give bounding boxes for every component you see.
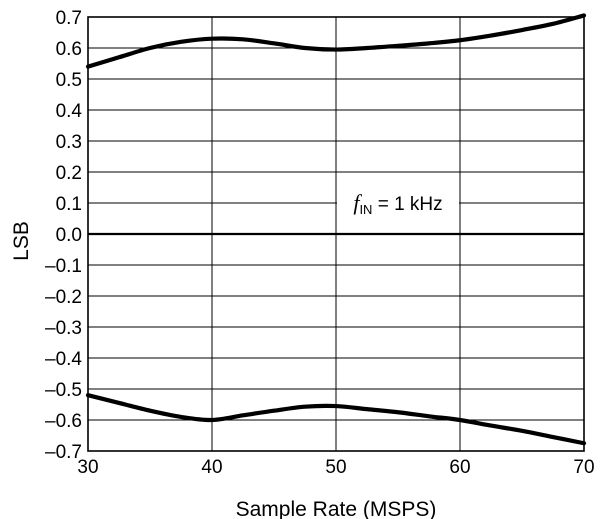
y-tick-label: 0.5	[56, 70, 82, 91]
y-tick-label: –0.1	[45, 256, 82, 277]
series-lower-line	[85, 393, 587, 446]
x-tick-label: 70	[573, 457, 594, 478]
series-lines	[85, 13, 587, 446]
y-tick-label: –0.4	[45, 349, 82, 370]
x-tick-label: 30	[77, 457, 98, 478]
y-tick-labels: 0.7 0.6 0.5 0.4 0.3 0.2 0.1 0.0 –0.1 –0.2 –0.3 –0.4…	[45, 8, 82, 463]
annotation-label: fIN = 1 kHz	[353, 190, 442, 217]
y-axis-title: LSB	[10, 221, 33, 261]
x-tick-labels: 30 40 50 60 70	[77, 457, 594, 478]
y-tick-label: 0.7	[56, 8, 82, 29]
y-tick-label: –0.3	[45, 318, 82, 339]
grid-lines	[87, 16, 585, 452]
y-tick-label: 0.1	[56, 194, 82, 215]
x-tick-label: 60	[449, 457, 470, 478]
y-tick-label: 0.4	[56, 101, 83, 122]
x-tick-label: 50	[325, 457, 346, 478]
plot-frame	[87, 16, 585, 452]
series-upper-line	[85, 13, 587, 69]
annotation-background	[337, 192, 459, 214]
y-tick-label: –0.2	[45, 287, 82, 308]
annotation: fIN = 1 kHz	[337, 190, 459, 217]
y-tick-label: 0.3	[56, 132, 82, 153]
annotation-value: = 1 kHz	[372, 194, 442, 215]
x-axis-title: Sample Rate (MSPS)	[236, 498, 437, 519]
y-tick-label: 0.2	[56, 163, 82, 184]
x-tick-label: 40	[201, 457, 222, 478]
annotation-subscript: IN	[359, 202, 372, 217]
y-tick-label: 0.0	[56, 225, 82, 246]
annotation-f-letter: f	[353, 190, 362, 215]
y-tick-label: –0.5	[45, 380, 82, 401]
y-tick-label: –0.6	[45, 411, 82, 432]
y-tick-label: 0.6	[56, 39, 82, 60]
y-tick-label: –0.7	[45, 442, 82, 463]
